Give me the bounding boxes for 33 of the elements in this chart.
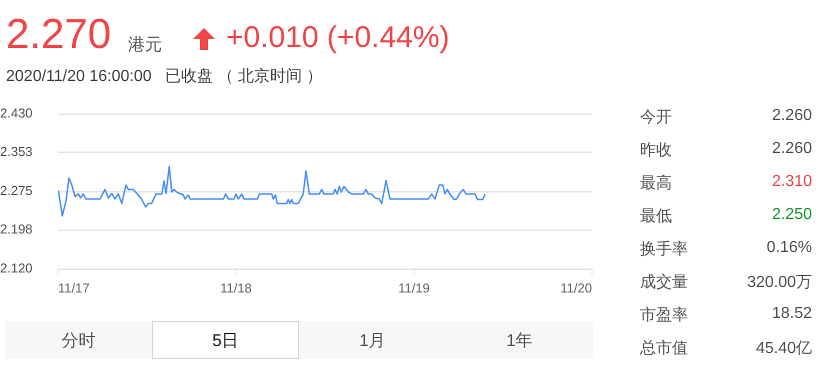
y-tick-label: 2.430 xyxy=(0,106,33,121)
text: 今开 xyxy=(640,108,672,128)
text: 分时 xyxy=(60,330,96,352)
y-tick-label: 2.353 xyxy=(0,144,33,160)
text: 5日 xyxy=(152,321,299,359)
text: 最低 xyxy=(640,207,672,227)
text: +0.010 (+0.44%) xyxy=(226,20,450,56)
text: 2.250 xyxy=(772,206,812,224)
text: 昨收 xyxy=(640,141,672,161)
text: 换手率 xyxy=(640,240,688,260)
text: 2.260 xyxy=(772,140,812,158)
x-tick-label: 11/18 xyxy=(220,280,252,296)
y-tick-label: 2.275 xyxy=(0,183,33,198)
text: 市盈率 xyxy=(640,306,688,326)
text: 最高 xyxy=(640,174,672,194)
text: 港元 xyxy=(128,34,162,56)
chart-subtitle: 2020/11/20 16:00:00 已收盘 （ 北京时间 ） xyxy=(6,66,322,87)
y-tick-label: 2.198 xyxy=(0,222,33,237)
x-tick-label: 11/19 xyxy=(398,280,430,296)
text: 1月 xyxy=(358,330,387,352)
text: 1年 xyxy=(505,330,534,352)
text: 45.40亿 xyxy=(756,339,812,359)
x-tick-label: 11/20 xyxy=(560,280,592,296)
text: 2.310 xyxy=(772,173,812,191)
chart-title: 2.270 xyxy=(6,10,112,58)
text: 总市值 xyxy=(640,338,688,359)
text: 320.00万 xyxy=(747,273,812,293)
text: 0.16% xyxy=(766,239,812,257)
text: 2.260 xyxy=(772,107,812,125)
text: 成交量 xyxy=(640,272,688,293)
text: 18.52 xyxy=(772,305,812,323)
y-tick-label: 2.120 xyxy=(0,260,33,276)
x-tick-label: 11/17 xyxy=(58,280,90,296)
